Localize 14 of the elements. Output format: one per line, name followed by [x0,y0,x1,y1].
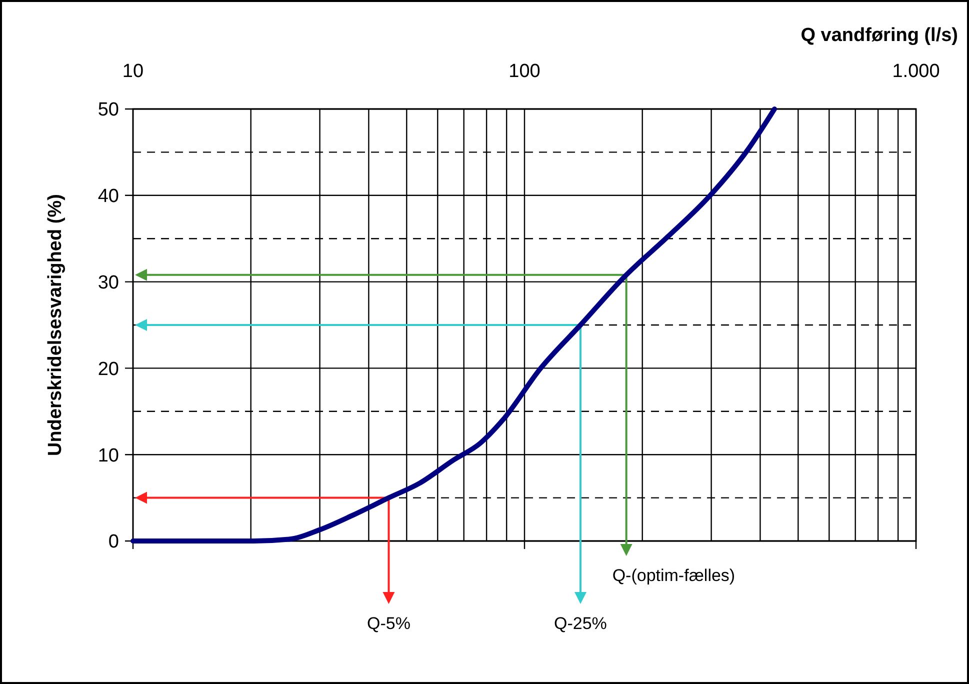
x-tick-label: 1.000 [892,61,940,82]
y-tick-label: 0 [108,532,119,553]
y-tick-label: 50 [98,100,119,121]
annotation: Q-(optim-fælles) [612,566,736,585]
y-tick-label: 30 [98,272,119,294]
x-tick-label: 10 [122,61,144,82]
annotation: Q-5% [367,614,410,633]
x-tick-label: 100 [508,61,540,82]
y-tick-label: 40 [98,186,119,208]
x-axis-title: Q vandføring (l/s) [800,25,958,46]
y-tick-label: 20 [98,358,119,380]
y-tick-label: 10 [98,445,119,466]
annotation: Q-25% [554,614,607,633]
y-axis-title: Underskridelsesvarighed (%) [45,194,66,456]
